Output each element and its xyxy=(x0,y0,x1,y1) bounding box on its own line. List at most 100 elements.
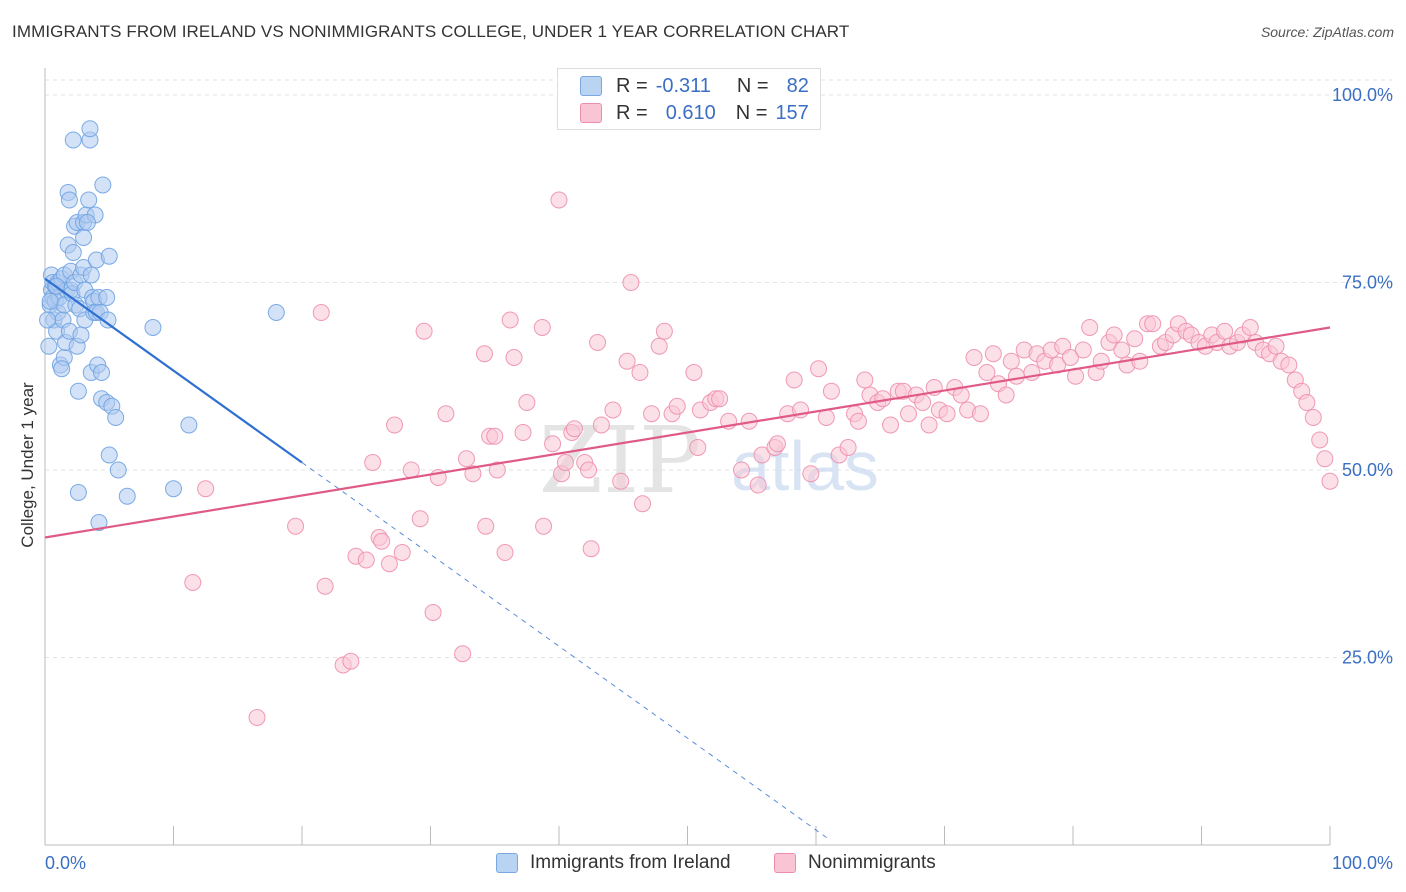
ireland-point xyxy=(180,416,198,434)
nonimmigrant-point xyxy=(380,555,398,573)
n-value: 82 xyxy=(786,74,809,97)
ireland-point xyxy=(81,120,99,138)
ireland-point xyxy=(69,484,87,501)
nonimmigrant-point xyxy=(1280,356,1298,374)
nonimmigrant-point xyxy=(393,544,411,561)
nonimmigrants-points xyxy=(184,191,1339,726)
nonimmigrant-point xyxy=(856,371,874,389)
r-value: -0.311 xyxy=(655,74,711,97)
nonimmigrant-point xyxy=(1113,341,1131,359)
x-tick-label-start: 0.0% xyxy=(45,853,86,873)
ireland-point xyxy=(64,131,82,149)
nonimmigrant-point xyxy=(184,574,202,591)
n-label: N = xyxy=(736,74,769,97)
ireland-point xyxy=(118,487,136,505)
nonimmigrant-point xyxy=(364,454,382,471)
nonimmigrant-point xyxy=(316,577,334,595)
nonimmigrant-point xyxy=(802,465,820,483)
legend-swatch-ireland xyxy=(496,853,518,873)
nonimmigrant-point xyxy=(622,274,640,291)
ireland-point xyxy=(78,214,96,231)
nonimmigrant-point xyxy=(1081,319,1099,336)
ireland-point xyxy=(100,247,118,265)
nonimmigrant-point xyxy=(604,401,622,419)
nonimmigrant-point xyxy=(938,405,956,423)
n-value: 157 xyxy=(775,101,809,124)
nonimmigrant-point xyxy=(565,420,583,438)
nonimmigrant-point xyxy=(749,476,767,494)
nonimmigrant-point xyxy=(402,461,420,479)
nonimmigrant-point xyxy=(486,427,504,445)
axes xyxy=(44,68,1331,846)
ireland-point xyxy=(165,480,182,498)
ireland-point xyxy=(60,191,78,209)
nonimmigrant-point xyxy=(248,709,266,726)
nonimmigrants-trend-line xyxy=(44,326,1331,539)
legend-item-ireland[interactable]: Immigrants from Ireland xyxy=(496,852,731,874)
nonimmigrant-point xyxy=(415,322,433,340)
nonimmigrant-point xyxy=(655,322,673,340)
n-label: N = xyxy=(735,101,768,124)
nonimmigrants-swatch xyxy=(580,103,602,123)
r-label: R = xyxy=(616,101,648,124)
ireland-point xyxy=(40,337,58,355)
y-tick-label: 75.0% xyxy=(1342,273,1393,293)
nonimmigrant-point xyxy=(971,405,989,423)
ireland-point xyxy=(99,311,117,329)
nonimmigrant-point xyxy=(477,517,495,535)
nonimmigrant-point xyxy=(753,446,771,464)
ireland-swatch xyxy=(580,76,602,96)
nonimmigrant-point xyxy=(618,352,636,370)
nonimmigrant-point xyxy=(589,334,607,351)
nonimmigrant-point xyxy=(839,439,857,456)
nonimmigrant-point xyxy=(550,191,568,209)
x-tick-label-end: 100.0% xyxy=(1332,853,1393,873)
nonimmigrant-point xyxy=(457,450,475,468)
nonimmigrant-point xyxy=(386,416,404,434)
legend-item-nonimmigrants[interactable]: Nonimmigrants xyxy=(774,852,936,874)
legend-label: Nonimmigrants xyxy=(808,852,936,873)
nonimmigrant-point xyxy=(475,345,493,363)
nonimmigrant-point xyxy=(464,465,482,483)
nonimmigrant-point xyxy=(533,319,551,336)
nonimmigrant-point xyxy=(1304,409,1322,426)
r-value: 0.610 xyxy=(665,101,716,124)
ireland-point xyxy=(109,461,127,479)
nonimmigrant-point xyxy=(411,510,429,528)
nonimmigrant-point xyxy=(342,652,360,670)
nonimmigrant-point xyxy=(437,405,455,423)
nonimmigrant-point xyxy=(1311,431,1329,449)
legend: Immigrants from Ireland Nonimmigrants xyxy=(0,852,1406,878)
nonimmigrant-point xyxy=(785,371,803,389)
nonimmigrant-point xyxy=(1105,326,1123,344)
nonimmigrant-point xyxy=(668,397,686,415)
ireland-point xyxy=(267,304,285,321)
nonimmigrant-point xyxy=(582,540,600,558)
ireland-point xyxy=(98,289,116,306)
y-axis-title: College, Under 1 year xyxy=(18,382,37,548)
nonimmigrant-point xyxy=(689,439,707,456)
ireland-point xyxy=(41,292,59,310)
ireland-point xyxy=(39,311,57,329)
nonimmigrant-point xyxy=(1241,319,1259,336)
nonimmigrant-point xyxy=(965,349,983,366)
nonimmigrant-point xyxy=(287,517,305,535)
nonimmigrant-point xyxy=(849,412,867,430)
ireland-point xyxy=(100,446,118,464)
y-tick-label: 25.0% xyxy=(1342,648,1393,668)
nonimmigrant-point xyxy=(914,394,932,411)
watermark-atlas: atlas xyxy=(731,427,879,505)
nonimmigrant-point xyxy=(732,461,750,479)
nonimmigrant-point xyxy=(518,394,536,411)
nonimmigrant-point xyxy=(1321,472,1339,490)
nonimmigrant-point xyxy=(197,480,215,498)
nonimmigrant-point xyxy=(1298,394,1316,411)
nonimmigrant-point xyxy=(1144,315,1162,333)
y-tick-label: 50.0% xyxy=(1342,460,1393,480)
ireland-point xyxy=(80,191,98,209)
nonimmigrant-point xyxy=(556,454,574,471)
nonimmigrant-point xyxy=(1061,349,1079,366)
nonimmigrant-point xyxy=(882,416,900,434)
r-label: R = xyxy=(616,74,648,97)
